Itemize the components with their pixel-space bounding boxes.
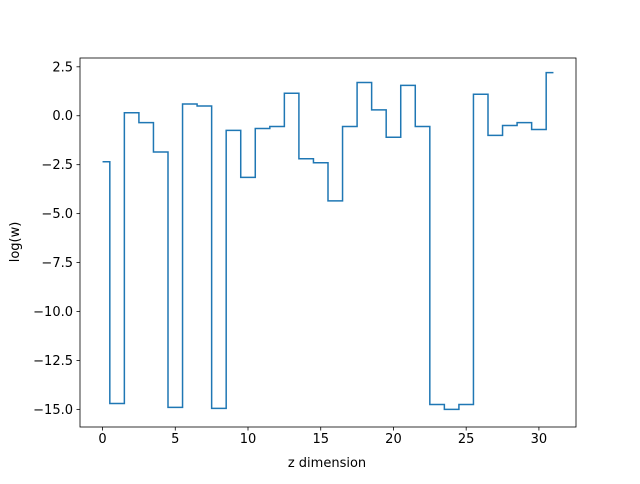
y-tick-label: −15.0 [33, 403, 73, 418]
y-tick-label: −12.5 [33, 354, 73, 369]
x-tick-label: 20 [385, 432, 402, 447]
plot-area [79, 57, 577, 428]
y-tick-label: −2.5 [41, 158, 73, 173]
x-tick-label: 25 [458, 432, 475, 447]
x-tick-label: 15 [312, 432, 329, 447]
y-tick-label: −7.5 [41, 256, 73, 271]
x-tick-label: 10 [240, 432, 257, 447]
y-tick-label: 0.0 [52, 109, 73, 124]
axes-frame [79, 57, 577, 428]
x-axis-label: z dimension [288, 456, 366, 471]
x-axis: 0 5 10 15 20 25 30 [98, 427, 547, 447]
y-tick-label: 2.5 [52, 60, 73, 75]
y-tick-label: −10.0 [33, 305, 73, 320]
y-tick-label: −5.0 [41, 207, 73, 222]
y-axis: 2.5 0.0 −2.5 −5.0 −7.5 −10.0 −12.5 −15.0 [33, 60, 80, 418]
x-tick-label: 0 [98, 432, 106, 447]
x-tick-label: 30 [531, 432, 548, 447]
series-line-0 [102, 71, 554, 411]
y-axis-label: log(w) [8, 222, 23, 263]
x-tick-label: 5 [171, 432, 179, 447]
